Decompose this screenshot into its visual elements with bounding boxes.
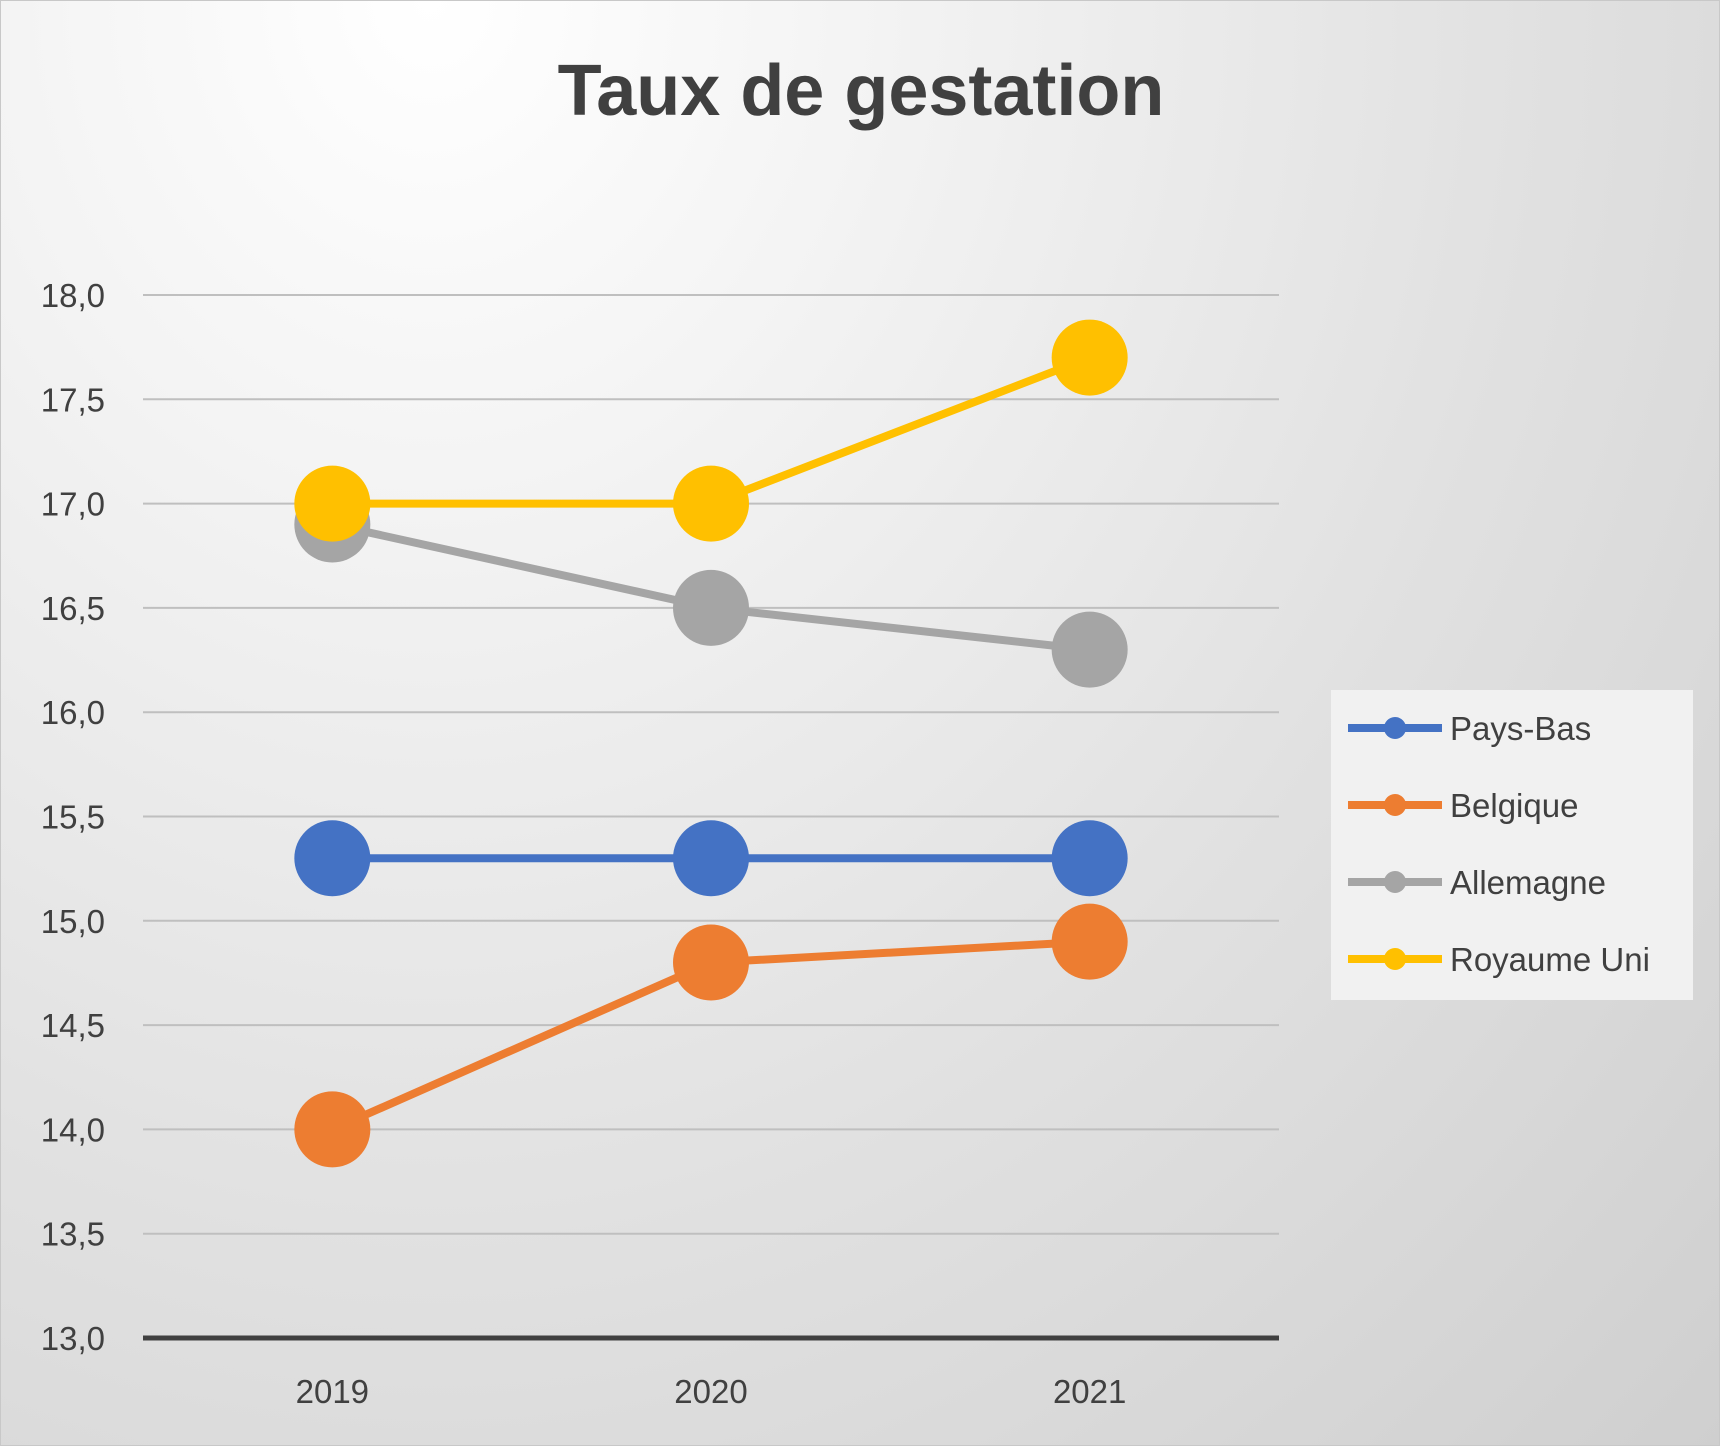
- x-tick-label: 2021: [1053, 1373, 1126, 1410]
- x-axis: 2019 2020 2021: [143, 1335, 1279, 1410]
- legend-label: Royaume Uni: [1450, 941, 1650, 978]
- data-point: [1051, 820, 1128, 897]
- legend-item: Pays-Bas: [1348, 710, 1591, 747]
- series-layer: [294, 319, 1128, 1168]
- legend: Pays-Bas Belgique Allemagne Royaume Uni: [1331, 690, 1693, 1000]
- y-axis: 13,0 13,5 14,0 14,5 15,0 15,5 16,0 16,5 17,0 17,5…: [41, 277, 105, 1357]
- data-point: [1051, 903, 1128, 980]
- y-tick-label: 15,5: [41, 799, 105, 836]
- data-point: [673, 924, 749, 1001]
- data-point: [1051, 319, 1128, 396]
- legend-label: Belgique: [1450, 787, 1578, 824]
- legend-box: [1331, 690, 1693, 1000]
- y-tick-label: 15,0: [41, 903, 105, 940]
- y-tick-label: 13,0: [41, 1320, 105, 1357]
- data-point: [294, 820, 371, 897]
- legend-item: Allemagne: [1348, 864, 1606, 901]
- y-tick-label: 17,5: [41, 381, 105, 418]
- y-tick-label: 14,5: [41, 1007, 105, 1044]
- gridlines: [143, 294, 1279, 1235]
- legend-label: Allemagne: [1450, 864, 1606, 901]
- series-pays-bas: [294, 820, 1128, 897]
- legend-item: Royaume Uni: [1348, 941, 1650, 978]
- x-tick-label: 2019: [296, 1373, 369, 1410]
- y-tick-label: 16,0: [41, 694, 105, 731]
- data-point: [673, 465, 749, 542]
- data-point: [294, 465, 371, 542]
- data-point: [673, 820, 749, 897]
- series-belgique: [294, 903, 1128, 1168]
- legend-swatch-marker: [1384, 794, 1406, 816]
- legend-item: Belgique: [1348, 787, 1578, 824]
- series-royaume-uni: [294, 319, 1128, 542]
- legend-swatch-marker: [1384, 717, 1406, 739]
- y-tick-label: 14,0: [41, 1111, 105, 1148]
- y-tick-label: 16,5: [41, 590, 105, 627]
- legend-swatch-marker: [1384, 948, 1406, 970]
- data-point: [1051, 611, 1128, 688]
- y-tick-label: 13,5: [41, 1216, 105, 1253]
- legend-label: Pays-Bas: [1450, 710, 1591, 747]
- legend-swatch-marker: [1384, 871, 1406, 893]
- y-tick-label: 17,0: [41, 486, 105, 523]
- chart-title: Taux de gestation: [558, 51, 1165, 131]
- data-point: [294, 1091, 371, 1168]
- y-tick-label: 18,0: [41, 277, 105, 314]
- data-point: [673, 569, 749, 646]
- x-tick-label: 2020: [674, 1373, 747, 1410]
